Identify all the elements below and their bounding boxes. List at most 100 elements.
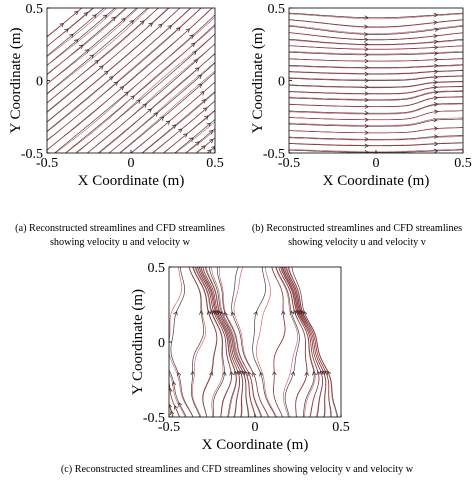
x-tick-label: 0 bbox=[128, 156, 135, 171]
reconstructed-streamline bbox=[141, 90, 215, 153]
flow-arrow bbox=[230, 311, 235, 317]
cfd-streamline bbox=[47, 8, 159, 103]
reconstructed-streamline bbox=[289, 38, 463, 45]
flow-arrow bbox=[253, 310, 258, 316]
cfd-streamline bbox=[289, 58, 463, 62]
cfd-streamline bbox=[194, 267, 224, 417]
flow-arrow bbox=[223, 311, 228, 317]
cfd-streamline bbox=[188, 267, 206, 417]
y-axis-label: Y Coordinate (m) bbox=[8, 27, 24, 133]
reconstructed-streamline bbox=[119, 72, 215, 153]
cfd-streamline bbox=[109, 61, 215, 153]
reconstructed-streamline bbox=[275, 267, 300, 417]
flow-arrow bbox=[433, 80, 439, 85]
flow-arrow bbox=[124, 91, 129, 96]
cfd-streamline bbox=[47, 8, 139, 85]
cfd-streamline bbox=[47, 8, 181, 123]
x-tick-label: 0 bbox=[373, 156, 380, 171]
cfd-streamline bbox=[282, 267, 323, 417]
cfd-streamline bbox=[281, 267, 320, 417]
cfd-streamline bbox=[142, 92, 215, 153]
flow-arrow bbox=[364, 97, 370, 103]
cfd-streamline bbox=[289, 142, 463, 146]
reconstructed-streamline bbox=[289, 12, 463, 19]
flow-arrow bbox=[69, 33, 74, 39]
cfd-streamline bbox=[47, 8, 213, 150]
reconstructed-streamline bbox=[289, 75, 463, 81]
flow-arrow bbox=[433, 102, 439, 107]
flow-arrow bbox=[434, 63, 439, 69]
reconstructed-streamline bbox=[280, 267, 315, 417]
reconstructed-streamline bbox=[291, 267, 338, 417]
flow-arrow bbox=[434, 51, 439, 56]
caption-b: (b) Reconstructed streamlines and CFD st… bbox=[240, 222, 474, 250]
x-axis-label: X Coordinate (m) bbox=[323, 173, 430, 189]
flow-arrow bbox=[434, 141, 439, 147]
reconstructed-streamline bbox=[289, 135, 463, 140]
reconstructed-streamline bbox=[47, 8, 138, 85]
chart-b: -0.5 0 0.5 -0.5 0 0.5 X Coordinate (m) Y Coordi… bbox=[250, 2, 472, 189]
flow-arrow bbox=[204, 115, 209, 120]
flow-arrow bbox=[364, 84, 370, 90]
flow-arrow bbox=[89, 54, 95, 59]
cfd-streamline bbox=[289, 39, 463, 46]
flow-arrow bbox=[364, 123, 370, 129]
y-axis-label: Y Coordinate (m) bbox=[250, 27, 266, 133]
reconstructed-streamline bbox=[289, 51, 463, 56]
flow-arrow bbox=[312, 370, 317, 376]
reconstructed-streamline bbox=[174, 118, 215, 153]
x-tick-label: 0.5 bbox=[332, 420, 350, 435]
reconstructed-streamline bbox=[185, 128, 215, 153]
flow-arrow bbox=[259, 371, 264, 377]
flow-arrow bbox=[364, 42, 369, 47]
flow-arrow bbox=[364, 110, 370, 116]
flow-arrow bbox=[169, 403, 172, 408]
flow-arrow bbox=[233, 370, 238, 376]
y-axis-label: Y Coordinate (m) bbox=[130, 289, 146, 395]
cfd-streamline bbox=[218, 267, 262, 417]
cfd-streamline bbox=[289, 136, 463, 141]
cfd-streamline bbox=[289, 19, 463, 28]
caption-a-line1: (a) Reconstructed streamlines and CFD st… bbox=[15, 223, 225, 234]
cfd-streamline bbox=[152, 100, 215, 153]
flow-arrow bbox=[433, 74, 439, 80]
x-tick-label: -0.5 bbox=[36, 156, 58, 171]
cfd-streamline bbox=[289, 127, 463, 134]
flow-arrow bbox=[113, 81, 119, 86]
flow-arrow bbox=[364, 137, 370, 142]
caption-c-line1: (c) Reconstructed streamlines and CFD st… bbox=[60, 464, 414, 475]
cfd-streamline bbox=[169, 372, 186, 417]
cfd-streamline bbox=[289, 96, 463, 107]
cfd-streamline bbox=[196, 137, 215, 153]
reconstructed-streamline bbox=[289, 25, 463, 35]
flow-arrow bbox=[195, 141, 200, 146]
flow-arrow bbox=[104, 70, 109, 76]
flow-arrow bbox=[241, 370, 246, 375]
flow-arrow bbox=[364, 150, 370, 153]
y-tick-label: -0.5 bbox=[21, 147, 43, 162]
y-tick-label: 0.5 bbox=[148, 261, 166, 276]
reconstructed-streamline bbox=[289, 102, 463, 114]
flow-arrow bbox=[364, 91, 370, 96]
flow-arrow bbox=[193, 58, 199, 64]
flow-arrow bbox=[433, 39, 439, 45]
x-tick-label: 0.5 bbox=[206, 156, 224, 171]
cfd-streamline bbox=[47, 8, 169, 112]
cfd-streamline bbox=[289, 86, 463, 95]
cfd-streamline bbox=[289, 110, 463, 121]
reconstructed-streamline bbox=[47, 8, 105, 57]
cfd-streamline bbox=[289, 25, 463, 34]
y-tick-label: -0.5 bbox=[263, 147, 285, 162]
flow-arrow bbox=[201, 99, 207, 104]
flow-arrow bbox=[364, 24, 369, 29]
cfd-streamline bbox=[289, 103, 463, 115]
flow-arrow bbox=[171, 124, 177, 129]
flow-arrow bbox=[433, 85, 438, 90]
flow-arrow bbox=[129, 20, 135, 25]
reconstructed-streamline bbox=[47, 8, 149, 94]
chart-c: -0.5 0 0.5 -0.5 0 0.5 X Coordinate (m) Y Coordi… bbox=[130, 261, 350, 453]
cfd-streamline bbox=[289, 81, 463, 89]
cfd-streamline bbox=[289, 65, 463, 69]
reconstructed-streamline bbox=[87, 43, 215, 153]
caption-b-line2: showing velocity u and velocity v bbox=[288, 237, 426, 248]
